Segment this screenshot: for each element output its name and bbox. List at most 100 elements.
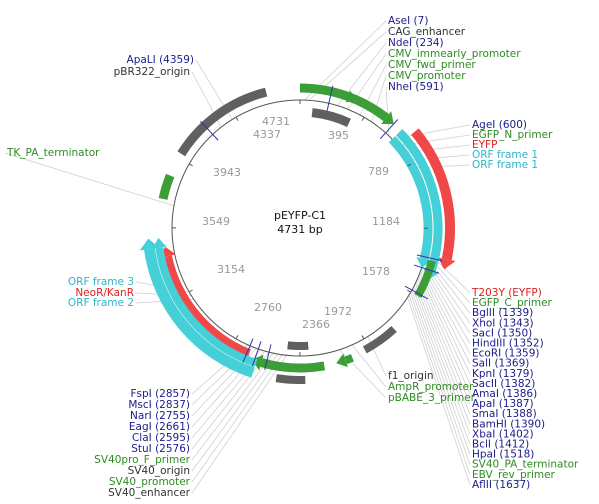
feature-arc bbox=[158, 173, 175, 200]
feature-label: CMV_promoter bbox=[388, 70, 466, 82]
leader-line bbox=[418, 275, 471, 395]
feature-arc bbox=[411, 128, 455, 261]
feature-label: T203Y (EYFP) bbox=[471, 287, 542, 299]
feature-label: KpnI (1379) bbox=[472, 368, 534, 380]
tick-label: 3154 bbox=[217, 263, 245, 276]
feature-label: XhoI (1343) bbox=[472, 317, 534, 329]
leader-line bbox=[191, 354, 283, 483]
feature-label: AflII (1637) bbox=[472, 479, 530, 491]
feature-label: CMV_fwd_primer bbox=[388, 59, 476, 71]
tick-label: 3943 bbox=[213, 166, 241, 179]
feature-label: ORF frame 1 bbox=[472, 159, 538, 171]
feature-label: ClaI (2595) bbox=[132, 432, 190, 444]
feature-arc bbox=[287, 341, 309, 350]
feature-label: FspI (2857) bbox=[130, 388, 190, 400]
feature-label: AmpR_promoter bbox=[388, 381, 474, 393]
site-mark bbox=[413, 264, 440, 274]
feature-label: SalI (1369) bbox=[472, 358, 529, 370]
feature-label: AgeI (600) bbox=[472, 119, 527, 131]
tick-label: 3549 bbox=[202, 215, 230, 228]
feature-label: NdeI (234) bbox=[388, 37, 444, 49]
tick-label: 1184 bbox=[372, 215, 400, 228]
feature-arrow bbox=[437, 257, 456, 270]
leader-line bbox=[413, 285, 471, 435]
leader-line bbox=[416, 280, 471, 415]
feature-label: ORF frame 2 bbox=[68, 297, 134, 309]
feature-arc bbox=[144, 248, 255, 378]
feature-arc bbox=[414, 259, 436, 298]
feature-arc bbox=[162, 255, 251, 359]
site-mark bbox=[251, 341, 262, 367]
feature-label: SV40pro_F_primer bbox=[94, 454, 191, 466]
feature-arc bbox=[396, 129, 443, 273]
feature-label: pBABE_3_primer bbox=[388, 392, 476, 404]
tick-mark bbox=[188, 289, 193, 293]
feature-arrow bbox=[345, 90, 357, 103]
leader-line bbox=[191, 352, 274, 461]
feature-label: SacI (1350) bbox=[472, 327, 532, 339]
feature-arc bbox=[260, 358, 326, 373]
feature-label: MscI (2837) bbox=[128, 399, 190, 411]
feature-arc bbox=[362, 325, 397, 354]
site-mark bbox=[264, 344, 272, 370]
feature-label: EagI (2661) bbox=[129, 421, 190, 433]
tick-mark bbox=[407, 289, 412, 293]
tick-mark bbox=[361, 335, 365, 340]
feature-label: SacII (1382) bbox=[472, 378, 535, 390]
feature-arrow bbox=[152, 237, 167, 249]
feature-label: EBV_rev_primer bbox=[472, 469, 556, 481]
tick-label: 4731 bbox=[262, 115, 290, 128]
feature-arrow bbox=[416, 257, 433, 268]
tick-mark bbox=[188, 163, 193, 167]
feature-label: HpaI (1518) bbox=[472, 449, 534, 461]
leader-line bbox=[415, 283, 471, 425]
leader-line bbox=[421, 265, 471, 354]
feature-label: SV40_enhancer bbox=[108, 487, 191, 499]
site-mark bbox=[416, 254, 443, 262]
feature-label: TK_PA_terminator bbox=[6, 147, 100, 159]
feature-label: CAG_enhancer bbox=[388, 26, 466, 38]
feature-label: ORF frame 3 bbox=[68, 276, 134, 288]
tick-label: 789 bbox=[368, 165, 389, 178]
feature-arc bbox=[342, 91, 350, 100]
feature-label: pBR322_origin bbox=[114, 66, 190, 78]
feature-label: ORF frame 1 bbox=[472, 149, 538, 161]
tick-label: 395 bbox=[328, 129, 349, 142]
feature-label: BclI (1412) bbox=[472, 439, 529, 451]
feature-label: ApaI (1387) bbox=[472, 398, 534, 410]
feature-arc bbox=[344, 354, 354, 365]
plasmid-length: 4731 bp bbox=[277, 223, 322, 236]
features bbox=[139, 83, 456, 384]
feature-arc bbox=[311, 108, 351, 127]
feature-label: EGFP_C_primer bbox=[472, 297, 553, 309]
feature-label: SV40_promoter bbox=[109, 476, 191, 488]
plasmid-name: pEYFP-C1 bbox=[274, 209, 326, 222]
leader-line bbox=[351, 344, 387, 388]
feature-arc bbox=[388, 135, 433, 261]
site-mark bbox=[326, 85, 334, 112]
feature-label: AmaI (1386) bbox=[472, 388, 537, 400]
feature-label: SmaI (1388) bbox=[472, 408, 537, 420]
tick-label: 2366 bbox=[302, 318, 330, 331]
feature-label: BglII (1339) bbox=[472, 307, 533, 319]
feature-arrow bbox=[336, 353, 348, 368]
feature-arrow bbox=[381, 111, 394, 125]
leader-line bbox=[412, 287, 471, 445]
feature-label: NeoR/KanR bbox=[75, 287, 134, 299]
feature-label: StuI (2576) bbox=[131, 443, 190, 455]
feature-label: EGFP_N_primer bbox=[472, 129, 553, 141]
tick-label: 4337 bbox=[253, 128, 281, 141]
feature-label: ApaLI (4359) bbox=[127, 54, 194, 66]
site-mark bbox=[404, 285, 428, 300]
feature-label: HindIII (1352) bbox=[472, 338, 544, 350]
tick-label: 1578 bbox=[362, 265, 390, 278]
leader-line bbox=[407, 297, 471, 486]
site-mark bbox=[242, 338, 254, 363]
leader-line bbox=[411, 290, 471, 455]
tick-mark bbox=[235, 116, 239, 121]
feature-label: CMV_immearly_promoter bbox=[388, 48, 521, 60]
feature-label: SV40_PA_terminator bbox=[472, 459, 579, 471]
leader-line bbox=[421, 268, 471, 364]
feature-arc bbox=[155, 247, 258, 367]
